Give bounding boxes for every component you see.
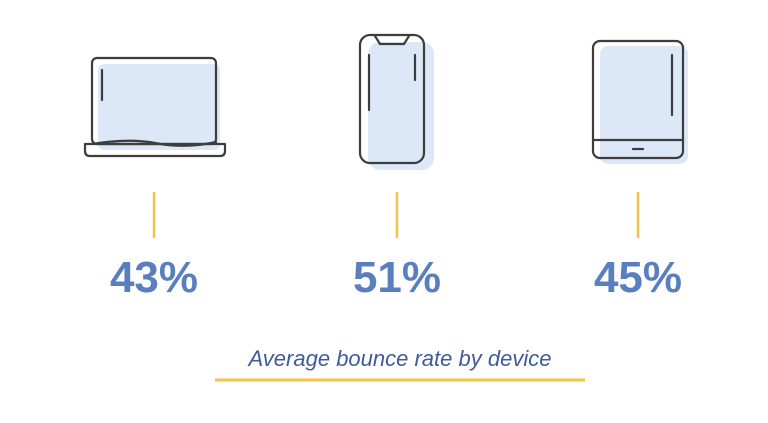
value-label: 43%	[110, 253, 198, 302]
value-label: 51%	[353, 253, 441, 302]
value-label: 45%	[594, 253, 682, 302]
tablet-icon	[591, 39, 688, 164]
chart-title: Average bounce rate by device	[247, 346, 552, 371]
phone-icon	[358, 33, 434, 170]
laptop-icon	[83, 56, 227, 158]
